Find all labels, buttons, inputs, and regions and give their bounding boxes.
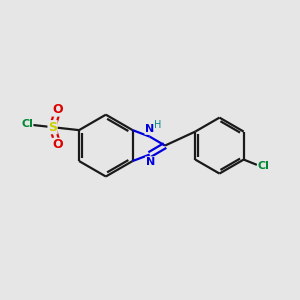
Text: O: O <box>52 103 63 116</box>
Text: N: N <box>145 124 154 134</box>
Text: O: O <box>52 138 63 151</box>
Text: Cl: Cl <box>21 119 33 129</box>
Text: Cl: Cl <box>257 161 269 171</box>
Text: H: H <box>154 120 162 130</box>
Text: N: N <box>146 157 155 167</box>
Text: S: S <box>48 121 57 134</box>
